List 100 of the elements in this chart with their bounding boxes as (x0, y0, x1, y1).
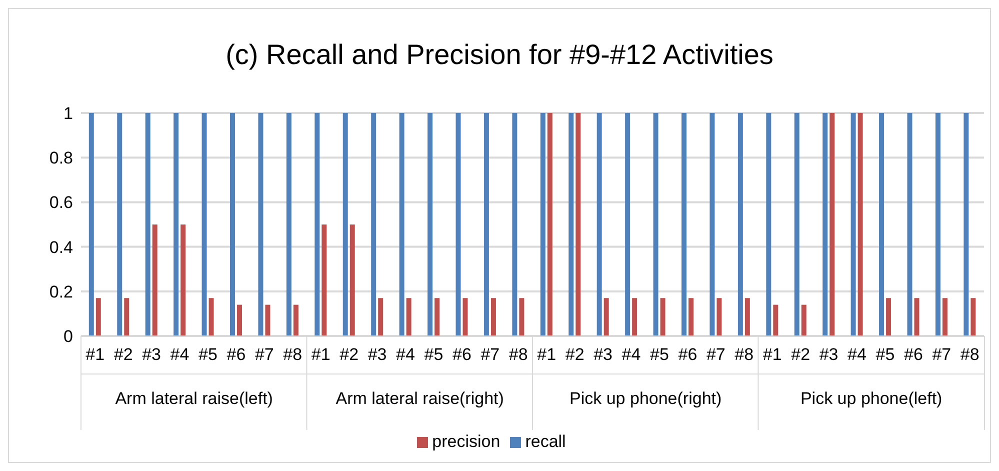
bar (822, 113, 828, 336)
text: Arm lateral raise(right) (336, 389, 504, 408)
bar (935, 113, 940, 336)
bar (350, 224, 355, 336)
bar (830, 113, 835, 336)
bar (265, 304, 270, 336)
y-tick-label: 1 (64, 104, 73, 124)
bar (886, 298, 892, 336)
x-tick-label: #4 (622, 345, 641, 364)
bar (744, 298, 750, 336)
x-tick-label: #1 (86, 345, 105, 364)
bar (456, 113, 461, 336)
bar (434, 298, 440, 336)
bar (230, 113, 235, 336)
text: Pick up phone(right) (570, 389, 722, 408)
x-tick-label: #4 (170, 345, 190, 364)
x-tick-label: #1 (762, 345, 782, 364)
x-tick-label: #3 (142, 345, 162, 364)
bar (342, 113, 348, 336)
x-tick-label: #3 (368, 345, 387, 364)
x-tick-label: #5 (876, 345, 895, 364)
y-tick-label: 0.8 (49, 148, 73, 168)
x-tick-label: #4 (848, 345, 866, 364)
x-tick-label: #8 (508, 345, 528, 364)
x-tick-label: #7 (480, 345, 500, 364)
bar (208, 298, 214, 336)
bar (914, 298, 920, 336)
bar (490, 298, 496, 336)
bar (371, 113, 376, 336)
bar (653, 113, 658, 336)
bar (322, 224, 327, 336)
y-tick-label: 0.2 (49, 282, 73, 302)
y-tick-label: 0.6 (49, 193, 73, 212)
bar (716, 298, 722, 336)
x-tick-label: #7 (254, 345, 274, 364)
bar (568, 113, 574, 336)
x-tick-label: #3 (594, 345, 613, 364)
bar (604, 298, 609, 336)
bar (964, 113, 969, 336)
x-tick-label: #6 (904, 345, 923, 364)
bar (378, 298, 384, 336)
bar (970, 298, 976, 336)
x-tick-label: #6 (678, 345, 698, 364)
bar (258, 113, 264, 336)
x-tick-label: #5 (424, 345, 444, 364)
bar (850, 113, 856, 336)
bar (942, 298, 948, 336)
bar (236, 304, 242, 336)
bar (576, 113, 581, 336)
bar (428, 113, 433, 336)
bar (399, 113, 404, 336)
bar (547, 113, 552, 336)
bar (406, 298, 412, 336)
bar (484, 113, 489, 336)
bar (152, 224, 158, 336)
x-tick-label: #5 (198, 345, 218, 364)
x-tick-label: #2 (565, 345, 584, 364)
bar (96, 298, 101, 336)
bar (688, 298, 694, 336)
x-tick-label: #3 (819, 345, 838, 364)
bar (145, 113, 150, 336)
bar (773, 304, 778, 336)
bar (293, 304, 298, 336)
bar (738, 113, 743, 336)
y-tick-label: 0.4 (49, 238, 73, 257)
bar (907, 113, 912, 336)
x-tick-label: #6 (226, 345, 246, 364)
bar (710, 113, 715, 336)
text: Arm lateral raise(left) (115, 389, 273, 408)
x-tick-label: #7 (706, 345, 726, 364)
x-tick-label: #1 (537, 345, 556, 364)
bar (462, 298, 468, 336)
x-tick-label: #8 (283, 345, 302, 364)
bar (660, 298, 666, 336)
bar (681, 113, 686, 336)
bar (794, 113, 800, 336)
bar (519, 298, 524, 336)
legend-label: recall (525, 432, 566, 451)
bar (512, 113, 518, 336)
x-tick-label: #8 (960, 345, 980, 364)
bar (625, 113, 630, 336)
x-tick-label: #2 (114, 345, 133, 364)
bar (88, 113, 94, 336)
bar (766, 113, 772, 336)
x-tick-label: #2 (791, 345, 810, 364)
x-tick-label: #1 (311, 345, 330, 364)
x-tick-label: #7 (932, 345, 952, 364)
bar (174, 113, 179, 336)
bar (314, 113, 320, 336)
bar (202, 113, 207, 336)
bar (117, 113, 122, 336)
bar (180, 224, 186, 336)
bar (286, 113, 292, 336)
bar (124, 298, 130, 336)
bar (858, 113, 863, 336)
y-tick-label: 0 (64, 327, 73, 346)
x-tick-label: #5 (650, 345, 669, 364)
bar (540, 113, 546, 336)
bar (801, 304, 806, 336)
bar (632, 298, 638, 336)
